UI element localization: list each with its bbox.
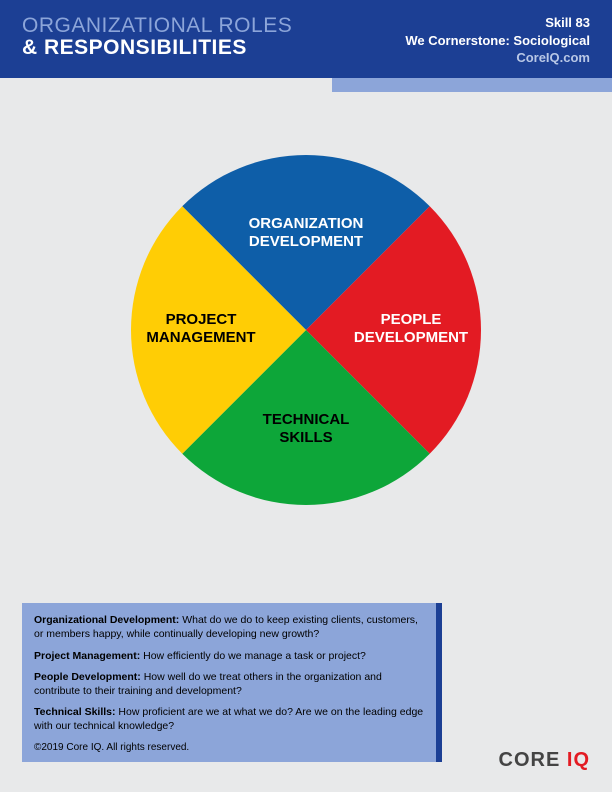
slice-label-top: ORGANIZATION DEVELOPMENT xyxy=(236,215,376,251)
pie-chart: ORGANIZATION DEVELOPMENT PEOPLE DEVELOPM… xyxy=(0,155,612,505)
footer-logo: CORE IQ xyxy=(499,749,590,772)
logo-part-1: CORE xyxy=(499,749,561,771)
definition-item: Project Management: How efficiently do w… xyxy=(34,649,424,663)
header-bar: ORGANIZATIONAL ROLES & RESPONSIBILITIES … xyxy=(0,0,612,78)
definition-item: Technical Skills: How proficient are we … xyxy=(34,705,424,733)
definition-term: Project Management: xyxy=(34,650,140,662)
definition-term: People Development: xyxy=(34,671,141,683)
slice-label-right: PEOPLE DEVELOPMENT xyxy=(341,311,481,347)
accent-bar xyxy=(332,78,612,92)
logo-part-2: IQ xyxy=(560,749,590,771)
definition-term: Technical Skills: xyxy=(34,706,116,718)
header-meta: Skill 83 We Cornerstone: Sociological Co… xyxy=(405,14,590,78)
title-line-2: & RESPONSIBILITIES xyxy=(22,36,292,60)
skill-number: Skill 83 xyxy=(405,14,590,32)
definition-item: Organizational Development: What do we d… xyxy=(34,613,424,641)
slice-label-left: PROJECT MANAGEMENT xyxy=(131,311,271,347)
slice-label-bottom: TECHNICAL SKILLS xyxy=(236,411,376,447)
definition-term: Organizational Development: xyxy=(34,614,179,626)
definition-item: People Development: How well do we treat… xyxy=(34,670,424,698)
cornerstone-label: We Cornerstone: Sociological xyxy=(405,32,590,50)
page-title-block: ORGANIZATIONAL ROLES & RESPONSIBILITIES xyxy=(22,14,292,78)
site-label: CoreIQ.com xyxy=(405,49,590,67)
definitions-box: Organizational Development: What do we d… xyxy=(22,603,442,762)
title-line-1: ORGANIZATIONAL ROLES xyxy=(22,14,292,38)
definition-text: How efficiently do we manage a task or p… xyxy=(140,650,366,662)
copyright-text: ©2019 Core IQ. All rights reserved. xyxy=(34,741,424,755)
